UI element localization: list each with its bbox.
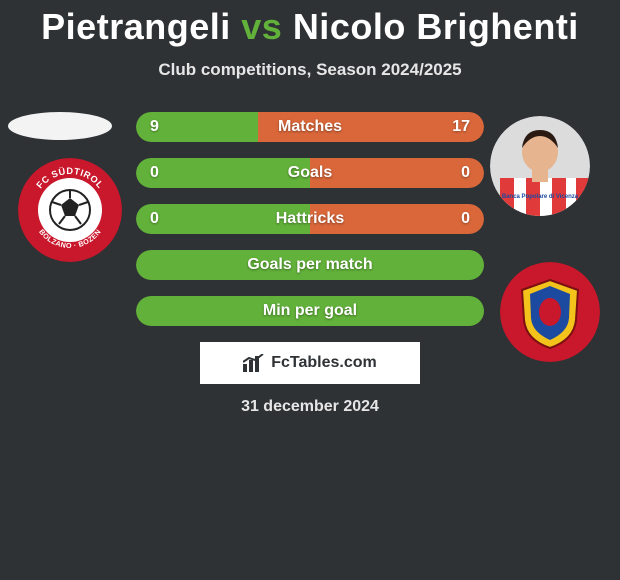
stat-bar-left-fill: [136, 250, 484, 280]
jersey-sponsor-text: Banca Popolare di Vicenza: [502, 194, 579, 200]
stat-bar: Goals per match: [136, 250, 484, 280]
attribution-card: FcTables.com: [200, 342, 420, 384]
comparison-title: Pietrangeli vs Nicolo Brighenti: [0, 0, 620, 48]
comparison-stage: FC SÜDTIROL BOLZANO · BOZEN: [0, 112, 620, 416]
stat-bar-left-fill: [136, 204, 310, 234]
stat-bar-right-fill: [258, 112, 484, 142]
stat-bar: Min per goal: [136, 296, 484, 326]
stat-bar: Matches917: [136, 112, 484, 142]
chart-date: 31 december 2024: [0, 398, 620, 416]
stat-bar: Hattricks00: [136, 204, 484, 234]
stat-bar-left-fill: [136, 296, 484, 326]
player1-avatar: [8, 112, 112, 140]
stat-bar-right-fill: [310, 158, 484, 188]
player2-avatar: Banca Popolare di Vicenza: [490, 116, 590, 216]
player2-name: Nicolo Brighenti: [293, 6, 579, 47]
player2-club-badge: [500, 262, 600, 362]
stat-bar-left-fill: [136, 112, 258, 142]
player1-club-badge: FC SÜDTIROL BOLZANO · BOZEN: [18, 158, 122, 262]
player1-name: Pietrangeli: [41, 6, 231, 47]
stat-bar-left-fill: [136, 158, 310, 188]
jersey-icon: Banca Popolare di Vicenza: [500, 178, 590, 216]
stat-bar-right-fill: [310, 204, 484, 234]
vs-separator: vs: [241, 6, 282, 47]
stat-bar: Goals00: [136, 158, 484, 188]
chart-icon: [243, 354, 265, 372]
subtitle: Club competitions, Season 2024/2025: [0, 60, 620, 80]
attribution-text: FcTables.com: [271, 354, 377, 372]
stat-bars-container: Matches917 Goals00 Hattricks00 Goals per ma…: [136, 112, 484, 326]
